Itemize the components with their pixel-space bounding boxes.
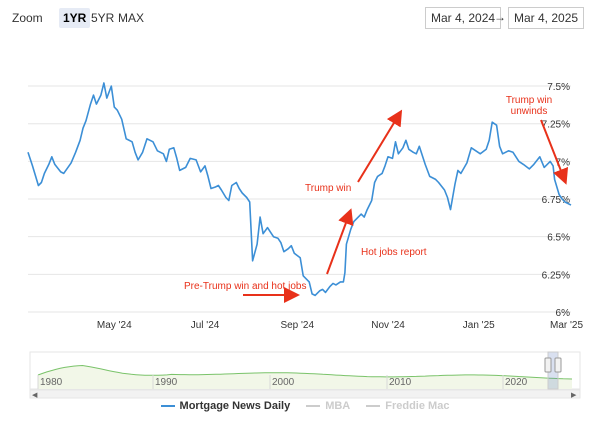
x-tick-label: May '24 bbox=[97, 320, 132, 331]
legend-label: Freddie Mac bbox=[385, 400, 450, 413]
zoom-1yr-button[interactable]: 1YR bbox=[59, 8, 91, 28]
legend-item[interactable]: MBA bbox=[306, 400, 350, 412]
y-tick-label: 7.5% bbox=[547, 82, 570, 93]
date-range-arrow: → bbox=[494, 10, 506, 24]
legend-swatch bbox=[160, 405, 175, 408]
navigator-scrollbar bbox=[29, 389, 581, 399]
navigator-tick-label: 2000 bbox=[272, 377, 295, 388]
y-tick-label: 7% bbox=[556, 157, 571, 168]
navigator-area bbox=[38, 365, 572, 389]
legend: Mortgage News Daily MBA Freddie Mac bbox=[0, 400, 610, 420]
y-tick-label: 7.25% bbox=[542, 120, 570, 131]
navigator-tick-label: 2020 bbox=[505, 377, 528, 388]
annotations: Pre-Trump win and hot jobs Trump win Hot j… bbox=[184, 95, 569, 303]
navigator-handle[interactable] bbox=[544, 357, 552, 373]
mortgage-rate-chart: 6% 6.25% 6.5% 6.75% 7% 7.25% 7.5% May '24 Jul '… bbox=[27, 82, 584, 399]
x-axis-ticks: May '24 Jul '24 Sep '24 Nov '24 Jan '25 Mar '… bbox=[97, 320, 584, 331]
legend-swatch bbox=[306, 405, 321, 408]
legend-label: Mortgage News Daily bbox=[179, 400, 291, 413]
navigator-line bbox=[37, 364, 573, 380]
grid-lines bbox=[28, 85, 571, 313]
y-axis-ticks: 6% 6.25% 6.5% 6.75% 7% 7.25% 7.5% bbox=[542, 82, 570, 319]
annotation-trump-unwinds: Trump win bbox=[506, 95, 552, 106]
annotation-arrow bbox=[326, 208, 354, 275]
legend-item[interactable]: Freddie Mac bbox=[366, 400, 449, 412]
annotation-trump-win: Trump win bbox=[305, 183, 351, 194]
y-tick-label: 6.75% bbox=[542, 195, 570, 206]
annotation-trump-unwinds: unwinds bbox=[511, 106, 548, 117]
y-tick-label: 6% bbox=[556, 308, 571, 319]
range-toolbar: Zoom 1YR 5YR MAX Mar 4, 2024 → Mar 4, 20… bbox=[0, 0, 610, 36]
zoom-label: Zoom bbox=[12, 11, 43, 25]
scroll-right-icon[interactable]: ▶ bbox=[571, 391, 577, 399]
zoom-max-button[interactable]: MAX bbox=[118, 11, 145, 25]
date-from-input[interactable]: Mar 4, 2024 bbox=[425, 7, 502, 29]
navigator-tick-label: 2010 bbox=[389, 377, 412, 388]
x-tick-label: Nov '24 bbox=[371, 320, 405, 331]
annotation-arrow bbox=[540, 119, 569, 185]
zoom-5yr-button[interactable]: 5YR bbox=[91, 11, 115, 25]
annotation-hot-jobs: Hot jobs report bbox=[361, 247, 427, 258]
x-tick-label: Sep '24 bbox=[280, 320, 314, 331]
legend-label: MBA bbox=[325, 400, 351, 413]
x-tick-label: Mar '25 bbox=[550, 320, 583, 331]
series-layer bbox=[27, 82, 572, 297]
navigator-handle[interactable] bbox=[554, 357, 562, 373]
navigator-tick-label: 1980 bbox=[40, 377, 63, 388]
x-tick-label: Jul '24 bbox=[191, 320, 220, 331]
y-tick-label: 6.25% bbox=[542, 270, 570, 281]
legend-item[interactable]: Mortgage News Daily bbox=[160, 400, 291, 413]
series-line-mortgage-news-daily bbox=[27, 82, 572, 297]
legend-swatch bbox=[366, 405, 381, 408]
y-tick-label: 6.5% bbox=[547, 233, 570, 244]
navigator-tick-label: 1990 bbox=[155, 377, 178, 388]
scroll-left-icon[interactable]: ◀ bbox=[32, 391, 38, 399]
annotation-arrow bbox=[357, 109, 403, 183]
navigator[interactable]: 1980 1990 2000 2010 2020 ◀ ▶ bbox=[29, 351, 581, 399]
date-to-input[interactable]: Mar 4, 2025 bbox=[508, 7, 585, 29]
x-tick-label: Jan '25 bbox=[463, 320, 495, 331]
annotation-pre-trump: Pre-Trump win and hot jobs bbox=[184, 281, 306, 292]
